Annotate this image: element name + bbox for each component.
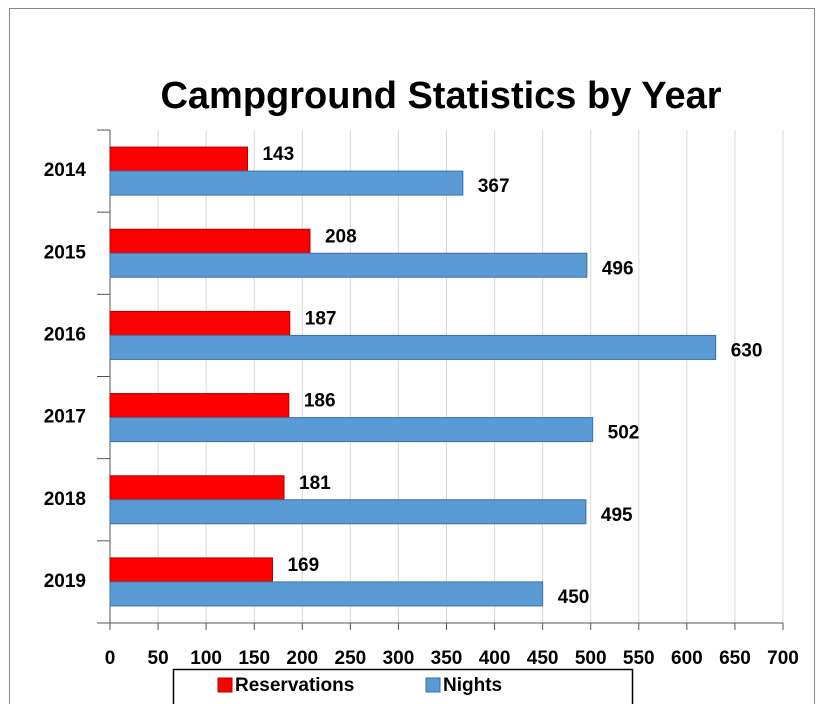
legend-swatch [217,677,233,693]
bar [109,334,717,360]
x-tick-label: 550 [623,648,655,669]
bar [109,252,588,278]
data-label: 367 [478,176,510,197]
data-label: 450 [558,587,590,608]
bar [109,417,594,443]
data-label: 181 [299,473,331,494]
bar [109,393,290,419]
data-label: 502 [608,423,640,444]
bar [109,146,248,172]
y-tick-label: 2014 [44,160,87,181]
data-label: 630 [731,340,763,361]
x-tick-label: 500 [575,648,607,669]
x-tick-label: 150 [238,648,270,669]
bar [109,228,311,254]
chart-title: Campground Statistics by Year [160,75,721,117]
x-tick-label: 700 [767,648,799,669]
data-label: 208 [325,226,357,247]
bar [109,170,464,196]
bar [109,475,285,501]
x-tick-label: 100 [190,648,222,669]
x-tick-label: 50 [148,648,169,669]
bar [109,581,544,607]
data-label: 169 [287,555,319,576]
y-tick-label: 2017 [44,407,86,428]
legend-swatch [425,677,441,693]
data-label: 496 [602,258,634,279]
y-tick-label: 2016 [44,324,86,345]
bar [109,310,291,336]
x-tick-label: 450 [527,648,559,669]
legend-label: Nights [443,675,502,696]
data-label: 495 [601,505,633,526]
legend-label: Reservations [235,675,354,696]
y-tick-label: 2015 [44,242,87,263]
data-label: 187 [305,308,337,329]
x-tick-label: 650 [719,648,751,669]
x-tick-label: 400 [479,648,511,669]
bar [109,499,587,525]
x-tick-label: 250 [335,648,367,669]
y-tick-label: 2019 [44,571,86,592]
legend-box [172,668,634,704]
x-tick-label: 200 [286,648,318,669]
x-tick-label: 0 [105,648,116,669]
data-label: 143 [262,144,294,165]
bar [109,557,273,583]
x-tick-label: 300 [383,648,415,669]
x-tick-label: 600 [671,648,703,669]
data-label: 186 [304,391,336,412]
x-tick-label: 350 [431,648,463,669]
y-tick-label: 2018 [44,489,86,510]
